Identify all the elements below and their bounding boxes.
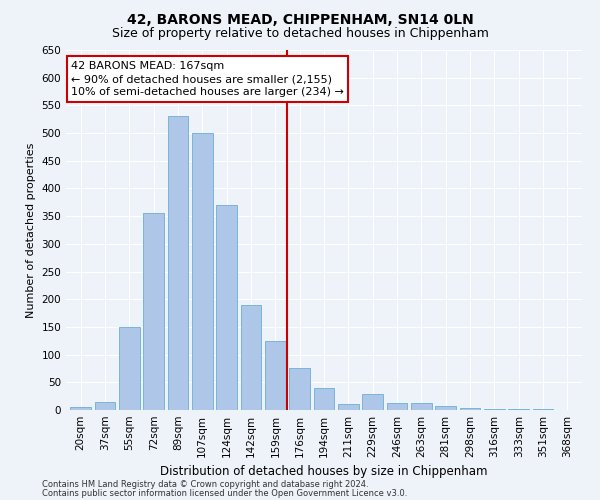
Text: Contains HM Land Registry data © Crown copyright and database right 2024.: Contains HM Land Registry data © Crown c… [42, 480, 368, 489]
Bar [386, 404, 407, 410]
Bar [192, 133, 212, 410]
Bar [460, 408, 481, 410]
Text: Size of property relative to detached houses in Chippenham: Size of property relative to detached ho… [112, 28, 488, 40]
Bar [119, 327, 140, 410]
Bar [265, 341, 286, 410]
Bar [289, 368, 310, 410]
Bar [362, 394, 383, 410]
Text: 42 BARONS MEAD: 167sqm
← 90% of detached houses are smaller (2,155)
10% of semi-: 42 BARONS MEAD: 167sqm ← 90% of detached… [71, 61, 344, 97]
Bar [411, 404, 432, 410]
Text: 42, BARONS MEAD, CHIPPENHAM, SN14 0LN: 42, BARONS MEAD, CHIPPENHAM, SN14 0LN [127, 12, 473, 26]
Bar [143, 214, 164, 410]
Bar [484, 409, 505, 410]
Bar [436, 406, 456, 410]
X-axis label: Distribution of detached houses by size in Chippenham: Distribution of detached houses by size … [160, 466, 488, 478]
Bar [241, 305, 262, 410]
Bar [314, 388, 334, 410]
Text: Contains public sector information licensed under the Open Government Licence v3: Contains public sector information licen… [42, 490, 407, 498]
Y-axis label: Number of detached properties: Number of detached properties [26, 142, 36, 318]
Bar [216, 205, 237, 410]
Bar [70, 407, 91, 410]
Bar [338, 404, 359, 410]
Bar [167, 116, 188, 410]
Bar [95, 402, 115, 410]
